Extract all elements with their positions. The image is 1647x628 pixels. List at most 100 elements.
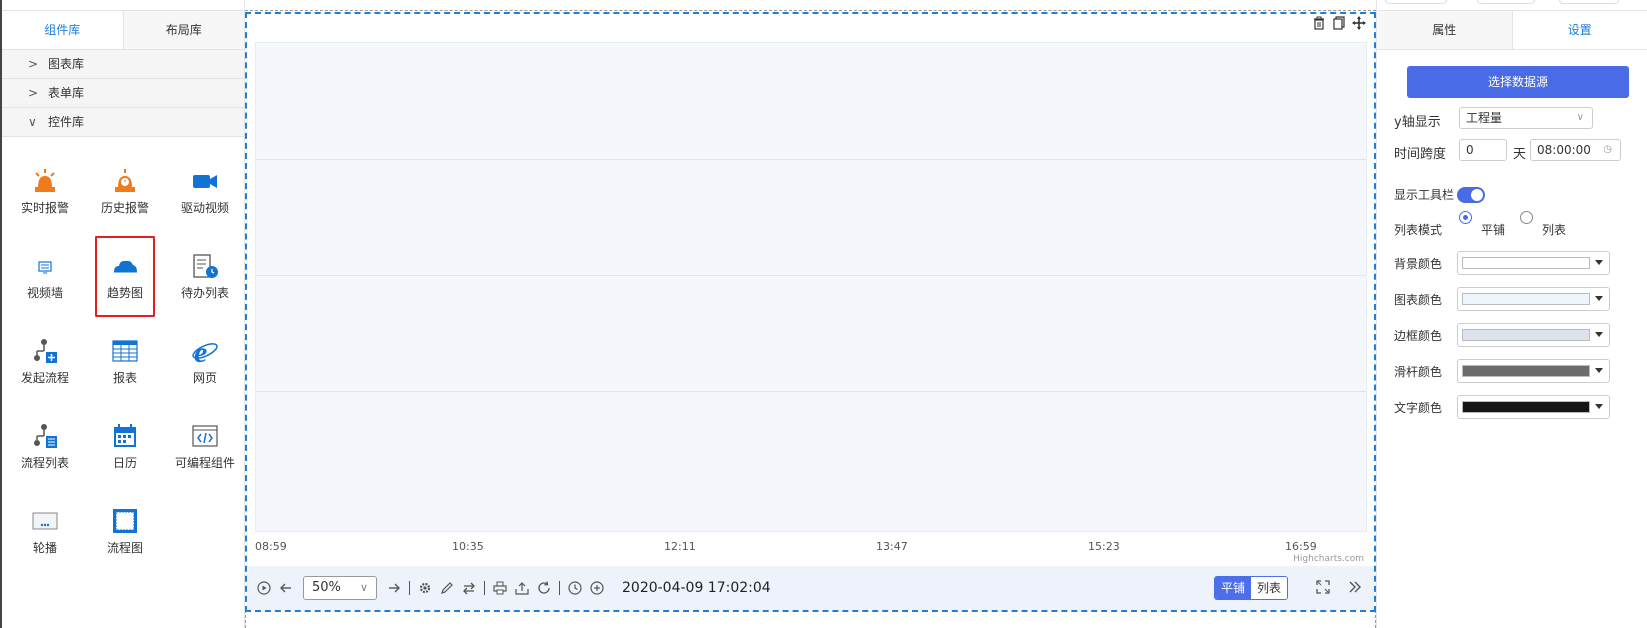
trash-icon[interactable] <box>1312 16 1326 30</box>
widget-trend-chart[interactable]: 趋势图 <box>93 234 157 319</box>
add-circle-icon[interactable] <box>590 581 604 595</box>
move-icon[interactable] <box>1352 16 1366 30</box>
widget-history-alarm[interactable]: 历史报警 <box>85 149 165 234</box>
time-span-time-picker[interactable]: 08:00:00 ◷ <box>1530 139 1621 161</box>
chart-credit[interactable]: Highcharts.com <box>1293 554 1364 564</box>
section-charts[interactable]: > 图表库 <box>2 50 244 79</box>
export-icon[interactable] <box>515 581 529 595</box>
x-tick-label: 16:59 <box>1285 540 1317 553</box>
widget-programmable[interactable]: 可编程组件 <box>165 404 245 489</box>
play-icon[interactable] <box>257 581 271 595</box>
chevron-down-icon: ∨ <box>28 115 37 129</box>
bg-color-picker[interactable] <box>1457 251 1610 275</box>
canvas-guide-line <box>245 10 1376 11</box>
trend-cloud-icon <box>114 260 137 273</box>
current-timestamp: 2020-04-09 17:02:04 <box>622 580 771 596</box>
gear-icon[interactable] <box>418 581 432 595</box>
top-tab-stub[interactable] <box>1385 0 1447 4</box>
text-color-picker[interactable] <box>1457 395 1610 419</box>
widget-webpage[interactable]: e 网页 <box>165 319 245 404</box>
arrow-right-icon[interactable] <box>387 581 401 595</box>
section-forms[interactable]: > 表单库 <box>2 79 244 108</box>
video-camera-icon <box>193 175 217 188</box>
fullscreen-icon[interactable] <box>1316 580 1330 594</box>
caret-down-icon <box>1595 332 1603 337</box>
widget-carousel[interactable]: 轮播 <box>5 489 85 574</box>
toolbar-right-tools <box>1312 580 1366 594</box>
divider <box>559 581 560 595</box>
widget-label: 实时报警 <box>20 201 69 215</box>
section-forms-label: 表单库 <box>48 86 85 100</box>
component-panel: 组件库 布局库 > 图表库 > 表单库 ∨ 控件库 实时报警 历史报警 <box>0 0 245 628</box>
y-axis-select[interactable]: 工程量 ∨ <box>1459 107 1593 129</box>
list-mode-list-radio[interactable] <box>1520 211 1533 224</box>
widget-video-wall[interactable]: 视频墙 <box>5 234 85 319</box>
start-flow-icon <box>34 339 57 363</box>
list-mode-label: 列表模式 <box>1394 223 1443 237</box>
alarm-icon <box>35 169 55 192</box>
color-swatch <box>1462 293 1590 305</box>
widget-report[interactable]: 报表 <box>85 319 165 404</box>
print-icon[interactable] <box>493 581 507 595</box>
section-charts-label: 图表库 <box>48 57 85 71</box>
time-span-days-input[interactable]: 0 <box>1459 139 1507 161</box>
top-tab-stub[interactable] <box>1559 0 1619 4</box>
list-mode-tile-radio[interactable] <box>1459 211 1472 224</box>
widget-start-flow[interactable]: 发起流程 <box>5 319 85 404</box>
select-datasource-button[interactable]: 选择数据源 <box>1407 66 1629 98</box>
x-tick-label: 12:11 <box>664 540 696 553</box>
double-chevron-right-icon[interactable] <box>1348 580 1362 594</box>
widget-label: 日历 <box>112 456 137 470</box>
widget-label: 趋势图 <box>106 286 143 300</box>
tab-components[interactable]: 组件库 <box>2 11 124 49</box>
widget-calendar[interactable]: 日历 <box>85 404 165 489</box>
pencil-icon[interactable] <box>440 581 454 595</box>
chevron-right-icon: > <box>28 57 39 71</box>
widget-todo-list[interactable]: 待办列表 <box>165 234 245 319</box>
widget-grid: 实时报警 历史报警 驱动视频 视频墙 趋势图 待办列表 <box>2 137 244 574</box>
copy-icon[interactable] <box>1332 16 1346 30</box>
trend-chart-widget[interactable]: 08:59 10:35 12:11 13:47 15:23 16:59 Highchart… <box>245 12 1376 612</box>
x-tick-label: 08:59 <box>255 540 287 553</box>
border-color-picker[interactable] <box>1457 323 1610 347</box>
widget-driver-video[interactable]: 驱动视频 <box>165 149 245 234</box>
clock-icon[interactable] <box>568 581 582 595</box>
color-swatch <box>1462 365 1590 377</box>
refresh-icon[interactable] <box>537 581 551 595</box>
x-tick-label: 13:47 <box>876 540 908 553</box>
widget-flowchart[interactable]: 流程图 <box>85 489 165 574</box>
widget-label: 网页 <box>192 371 217 385</box>
caret-down-icon <box>1595 260 1603 265</box>
widget-label: 驱动视频 <box>180 201 229 215</box>
section-controls[interactable]: ∨ 控件库 <box>2 108 244 137</box>
canvas-guide-line <box>245 610 1376 628</box>
mode-tile-button[interactable]: 平铺 <box>1214 577 1251 599</box>
y-axis-value: 工程量 <box>1466 111 1503 125</box>
arrow-left-icon[interactable] <box>279 581 293 595</box>
chart-color-picker[interactable] <box>1457 287 1610 311</box>
tab-properties[interactable]: 属性 <box>1377 11 1512 49</box>
border-color-label: 边框颜色 <box>1394 329 1443 343</box>
list-mode-tile-label: 平铺 <box>1481 223 1506 237</box>
show-toolbar-switch[interactable] <box>1457 187 1485 203</box>
swap-icon[interactable] <box>462 581 476 595</box>
mode-list-button[interactable]: 列表 <box>1250 577 1287 599</box>
time-span-unit: 天 <box>1513 147 1527 162</box>
widget-realtime-alarm[interactable]: 实时报警 <box>5 149 85 234</box>
top-tab-stub[interactable] <box>1477 0 1535 4</box>
tab-layouts[interactable]: 布局库 <box>123 11 244 49</box>
widget-flow-list[interactable]: 流程列表 <box>5 404 85 489</box>
slider-color-picker[interactable] <box>1457 359 1610 383</box>
zoom-select[interactable]: 50% ∨ <box>303 576 377 600</box>
tab-settings[interactable]: 设置 <box>1511 11 1647 49</box>
flowchart-icon <box>113 509 137 533</box>
color-swatch <box>1462 329 1590 341</box>
calendar-icon <box>114 424 136 447</box>
text-color-label: 文字颜色 <box>1394 401 1443 415</box>
chart-plot-area <box>255 42 1367 532</box>
chevron-right-icon: > <box>28 86 39 100</box>
x-tick-label: 10:35 <box>452 540 484 553</box>
chart-color-label: 图表颜色 <box>1394 293 1443 307</box>
table-icon <box>112 340 138 362</box>
widget-label: 待办列表 <box>180 286 229 300</box>
